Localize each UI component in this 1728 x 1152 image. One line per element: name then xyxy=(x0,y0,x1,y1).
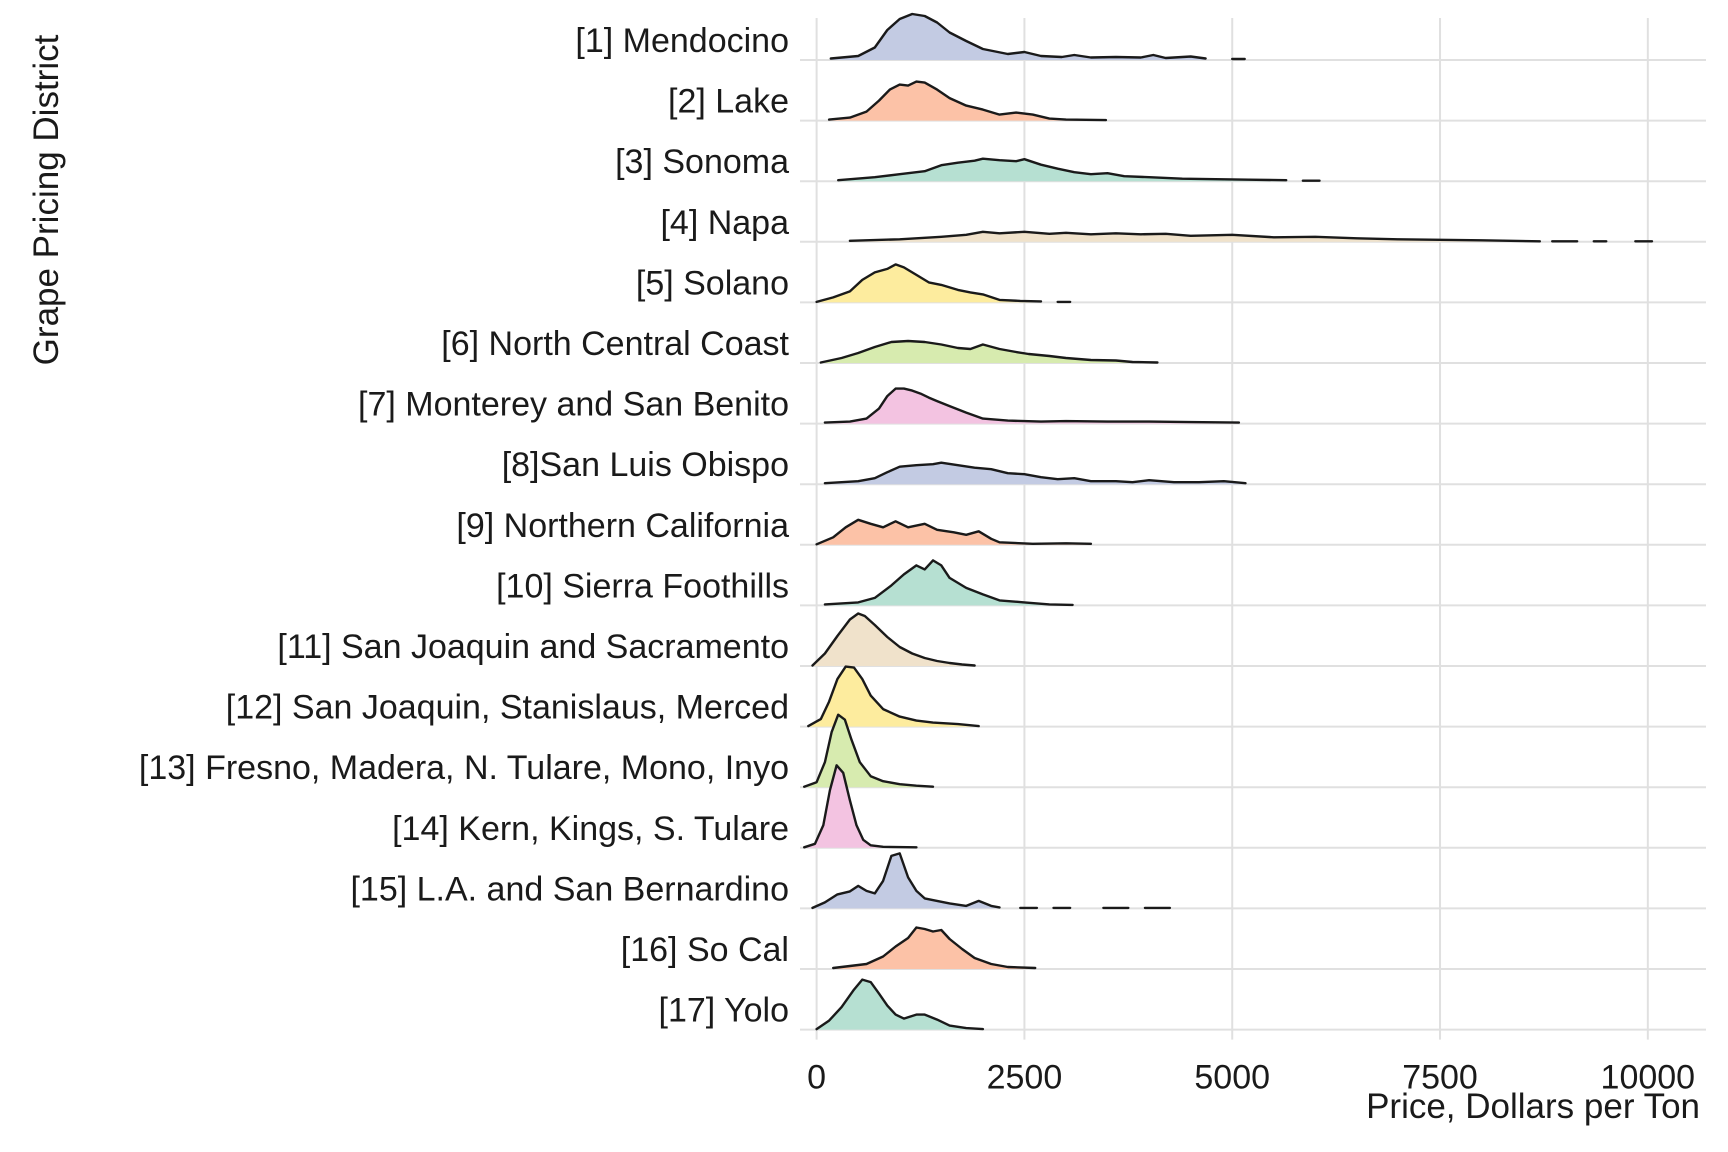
ridge-outline xyxy=(811,612,976,667)
ridge-outline xyxy=(823,559,1074,607)
y-tick-label: [4] Napa xyxy=(660,204,789,242)
ridge xyxy=(800,263,1706,304)
ridge-outline xyxy=(807,665,980,728)
ridge-area xyxy=(824,560,1073,606)
ridge-area xyxy=(816,979,983,1030)
y-tick-label: [10] Sierra Foothills xyxy=(496,567,789,605)
ridge-outline xyxy=(837,157,1288,182)
y-tick-label: [1] Mendocino xyxy=(575,22,789,60)
y-tick-label: [15] L.A. and San Bernardino xyxy=(350,870,789,908)
x-tick-label: 2500 xyxy=(987,1059,1063,1097)
y-tick-label: [5] Solano xyxy=(636,264,789,302)
ridge xyxy=(800,157,1706,183)
ridge xyxy=(800,12,1706,61)
ridge xyxy=(800,461,1706,486)
y-tick-label: [3] Sonoma xyxy=(615,143,789,181)
ridge-area xyxy=(824,388,1239,424)
ridge-area xyxy=(830,14,1206,60)
ridge-outline xyxy=(803,764,918,849)
ridge xyxy=(800,612,1706,667)
vertical-gridlines xyxy=(815,18,1649,1040)
ridge xyxy=(800,230,1706,243)
ridges xyxy=(800,12,1706,1031)
y-axis-title: Grape Pricing District xyxy=(27,34,66,365)
y-tick-label: [14] Kern, Kings, S. Tulare xyxy=(392,810,789,848)
ridge-area xyxy=(833,927,1036,969)
y-tick-label: [12] San Joaquin, Stanislaus, Merced xyxy=(226,689,789,727)
y-tick-label: [8]San Luis Obispo xyxy=(502,446,789,484)
ridge xyxy=(800,665,1706,728)
ridge-outline xyxy=(848,230,1541,243)
ridge-outline xyxy=(823,387,1241,424)
x-axis-labels: 0 2500 5000 7500 10000 xyxy=(807,1059,1695,1097)
ridge-area xyxy=(812,613,975,666)
ridge-outline xyxy=(819,339,1159,364)
ridge-outline xyxy=(815,978,985,1031)
ridge-outline xyxy=(811,852,1001,910)
ridge-area xyxy=(808,666,979,727)
y-tick-label: [2] Lake xyxy=(668,83,789,121)
y-tick-label: [9] Northern California xyxy=(456,507,789,545)
ridge xyxy=(800,518,1706,546)
ridge xyxy=(800,559,1706,607)
y-tick-label: [7] Monterey and San Benito xyxy=(358,386,789,424)
ridge-outline xyxy=(823,461,1247,485)
y-axis-labels: [1] Mendocino [2] Lake [3] Sonoma [4] Napa [… xyxy=(139,22,790,1030)
ridge-outline xyxy=(815,263,1043,304)
ridge-outline xyxy=(827,80,1108,122)
y-tick-label: [11] San Joaquin and Sacramento xyxy=(277,628,789,666)
ridge-area xyxy=(829,81,1106,121)
x-tick-label: 7500 xyxy=(1402,1059,1478,1097)
y-tick-label: [6] North Central Coast xyxy=(441,325,789,363)
ridge xyxy=(800,926,1706,970)
x-axis-title: Price, Dollars per Ton xyxy=(1366,1087,1700,1126)
y-tick-label: [16] So Cal xyxy=(621,931,789,969)
ridge xyxy=(800,387,1706,425)
ridge xyxy=(800,978,1706,1031)
ridge xyxy=(800,764,1706,849)
ridge xyxy=(800,852,1706,910)
ridge-area xyxy=(812,853,1000,909)
ridge-area xyxy=(824,462,1246,485)
ridge xyxy=(800,80,1706,122)
x-tick-label: 0 xyxy=(807,1059,826,1097)
y-tick-label: [17] Yolo xyxy=(659,992,789,1030)
ridge-outline xyxy=(829,12,1207,60)
ridge-outline xyxy=(803,713,935,788)
ridge-outline xyxy=(832,926,1037,970)
x-tick-label: 10000 xyxy=(1601,1059,1696,1097)
ridge xyxy=(800,339,1706,364)
x-tick-label: 5000 xyxy=(1194,1059,1270,1097)
ridge-area xyxy=(820,341,1158,363)
ridge-outline xyxy=(815,518,1093,546)
y-tick-label: [13] Fresno, Madera, N. Tulare, Mono, In… xyxy=(139,749,789,787)
